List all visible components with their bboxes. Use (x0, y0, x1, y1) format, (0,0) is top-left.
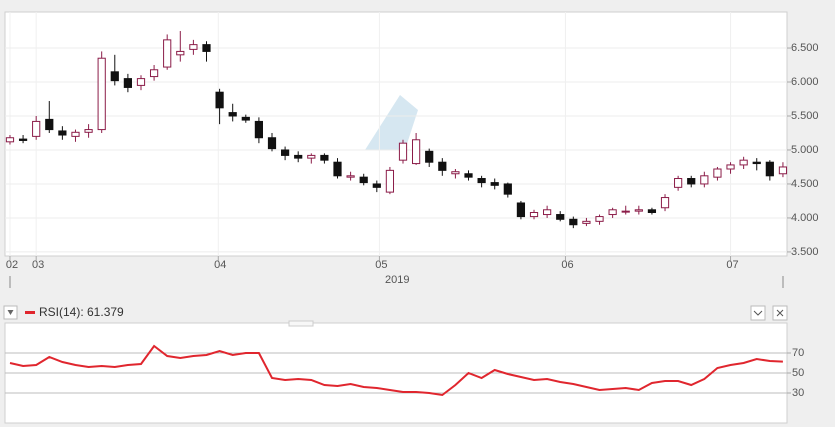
x-tick-label: 03 (32, 259, 44, 271)
candle-body (516, 202, 526, 218)
candle-body (451, 171, 460, 175)
menu-arrow (7, 310, 14, 315)
y-tick-label: 70 (792, 347, 804, 359)
candle-body (726, 164, 735, 170)
candle-body (5, 137, 15, 143)
candle-body (634, 209, 643, 212)
candle-body (71, 131, 80, 137)
candle-body (398, 142, 408, 161)
candle-body (713, 168, 722, 178)
candle-body (569, 218, 578, 226)
candle-body (778, 166, 788, 175)
candle-body (18, 138, 28, 141)
candle-body (202, 44, 211, 52)
x-tick-label: 06 (561, 259, 573, 271)
candle-body (543, 209, 552, 216)
candle-body (359, 176, 368, 184)
candle-body (267, 137, 277, 150)
candle-body (333, 161, 342, 177)
candle-body (647, 209, 657, 214)
candle-body (136, 78, 146, 86)
candle-body (582, 220, 591, 224)
candle-body (45, 118, 54, 131)
candle-body (32, 120, 41, 137)
candle-body (307, 154, 316, 159)
x-tick-label: 04 (214, 259, 226, 271)
watermark (365, 95, 418, 150)
candle-body (215, 91, 224, 109)
candle-body (123, 78, 132, 88)
candle-body (294, 154, 303, 159)
candle-body (110, 71, 119, 82)
candle-body (412, 139, 421, 165)
candle-body (97, 57, 106, 131)
y-tick-label: 30 (792, 387, 804, 399)
candle-body (503, 183, 512, 195)
candle-body (700, 175, 709, 185)
y-tick-label: 5.000 (791, 144, 819, 156)
candle-body (176, 50, 185, 56)
candle-body (621, 210, 630, 213)
x-tick-label: 02 (6, 259, 18, 271)
candle-body (189, 44, 198, 50)
y-tick-label: 6.000 (791, 76, 819, 88)
candle-body (280, 149, 290, 156)
price-panel (4, 11, 788, 257)
candle-body (556, 214, 565, 220)
candle-body (149, 69, 159, 78)
legend-swatch (25, 311, 35, 314)
candle-body (228, 112, 237, 117)
candle-body (84, 129, 93, 133)
x-year-label: 2019 (385, 274, 409, 286)
candle-body (425, 150, 434, 163)
x-tick-label: 05 (375, 259, 387, 271)
candle-body (346, 175, 355, 178)
candle-body (58, 130, 67, 136)
y-tick-label: 50 (792, 367, 804, 379)
rsi-line (9, 344, 783, 397)
close-icon (776, 309, 784, 317)
y-tick-label: 4.000 (791, 212, 819, 224)
candle-body (595, 216, 604, 222)
candle-body (438, 161, 447, 171)
candle-body (529, 212, 539, 218)
candle-body (241, 116, 250, 121)
candle-body (254, 120, 264, 139)
y-tick-label: 3.500 (791, 246, 819, 258)
candle-body (464, 173, 473, 178)
y-tick-label: 5.500 (791, 110, 819, 122)
y-tick-label: 4.500 (791, 178, 819, 190)
collapse-icon (753, 310, 763, 316)
candle-body (608, 209, 617, 216)
candle-body (739, 159, 748, 166)
candle-body (385, 169, 395, 193)
candle-body (372, 183, 381, 188)
candle-body (320, 154, 329, 161)
candle-body (765, 161, 774, 177)
candle-body (477, 178, 486, 184)
x-tick-label: 07 (726, 259, 738, 271)
collapse-button[interactable] (750, 305, 766, 321)
candle-body (687, 178, 696, 185)
candle-body (752, 161, 761, 165)
candle-body (674, 178, 683, 188)
candle-body (163, 39, 172, 68)
candle-body (660, 197, 670, 209)
candle-body (490, 182, 499, 186)
y-tick-label: 6.500 (791, 42, 819, 54)
legend-label: RSI(14): 61.379 (39, 305, 124, 319)
panel-resize-handle[interactable] (288, 320, 314, 327)
